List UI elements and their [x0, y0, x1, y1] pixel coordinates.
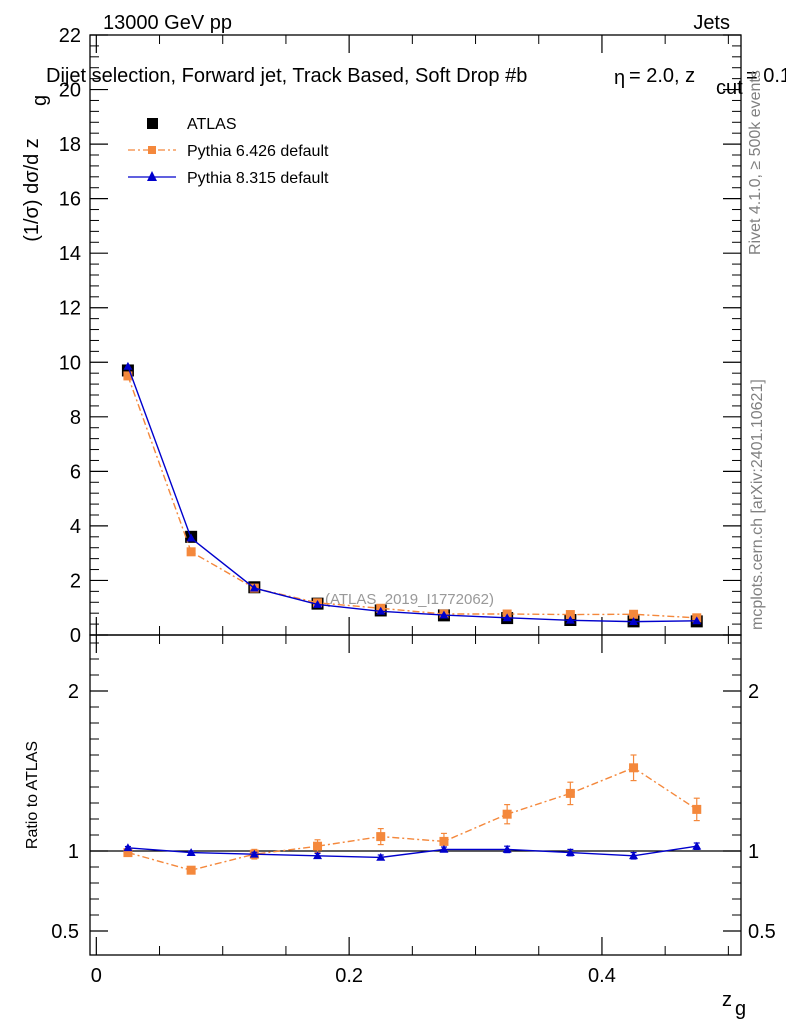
xtick-label: 0.4: [588, 965, 616, 987]
legend-entry-atlas: ATLAS: [147, 116, 237, 133]
main-y-axis: 0 2 4 6 8 10 12 14 16 18 20 22: [59, 25, 741, 647]
data-point-pythia8: [123, 361, 133, 370]
main-ylabel-sub: g: [29, 95, 51, 106]
ratio-point-pythia6: [439, 836, 449, 846]
main-ytick-label: 6: [70, 461, 81, 483]
ratio-ylabel: Ratio to ATLAS: [24, 741, 41, 849]
ratio-point-pythia8: [439, 844, 449, 853]
main-ytick-label: 16: [59, 189, 81, 211]
title-suffix: = 2.0, z: [629, 65, 695, 87]
ratio-point-pythia8: [376, 852, 386, 861]
legend-label-atlas: ATLAS: [187, 116, 237, 133]
main-ytick-label: 14: [59, 243, 81, 265]
main-ytick-label: 4: [70, 516, 81, 538]
main-ytick-label: 22: [59, 25, 81, 47]
ratio-point-pythia6: [186, 865, 196, 875]
data-point-pythia8: [376, 606, 386, 615]
ratio-ytick-label-right: 1: [748, 841, 759, 863]
ratio-point-pythia8: [565, 848, 575, 856]
title-eta: η: [614, 67, 625, 89]
xtick-label: 0: [91, 965, 102, 987]
mcplots-label: mcplots.cern.ch [arXiv:2401.10621]: [749, 379, 766, 630]
legend-marker-pythia6: [148, 146, 156, 154]
legend-entry-pythia6: Pythia 6.426 default: [128, 143, 329, 160]
data-point-pythia6: [186, 547, 196, 557]
ratio-point-pythia6: [629, 763, 639, 773]
main-ylabel: (1/σ) dσ/d z g: [21, 95, 51, 242]
legend-marker-atlas: [147, 118, 158, 129]
main-ytick-label: 18: [59, 134, 81, 156]
main-ytick-label: 2: [70, 570, 81, 592]
ratio-point-pythia8: [692, 841, 702, 850]
ratio-point-pythia6: [313, 841, 323, 851]
main-ylabel-text: (1/σ) dσ/d z: [21, 138, 43, 242]
ratio-point-pythia6: [376, 832, 386, 842]
ratio-ytick-label: 1: [68, 841, 79, 863]
xtick-label: 0.2: [335, 965, 363, 987]
ratio-point-pythia8: [629, 851, 639, 860]
ratio-series-layer: [123, 754, 702, 875]
main-ytick-label: 10: [59, 352, 81, 374]
ratio-line-pythia6: [127, 767, 698, 871]
legend-marker-pythia8: [147, 171, 157, 181]
x-axis-label-sub: g: [735, 998, 746, 1020]
ratio-y-axis: 0.5 0.5 1 1 2 2: [51, 642, 776, 943]
process-label: Jets: [693, 12, 730, 34]
ratio-line-pythia8: [127, 845, 697, 859]
data-point-pythia6: [629, 609, 639, 619]
ratio-ytick-label-right: 2: [748, 681, 759, 703]
legend-label-pythia6: Pythia 6.426 default: [187, 143, 329, 160]
ratio-point-pythia6: [692, 804, 702, 814]
ratio-point-pythia8: [186, 848, 196, 856]
title-main: Dijet selection, Forward jet, Track Base…: [46, 65, 527, 87]
title-sub: cut: [716, 77, 743, 99]
ratio-point-pythia8: [502, 844, 512, 853]
data-point-pythia8: [502, 613, 512, 622]
title-tail: = 0.1: [746, 65, 786, 87]
data-point-pythia8: [629, 617, 639, 626]
data-point-pythia8: [313, 599, 323, 608]
data-point-pythia8: [249, 583, 259, 592]
data-point-pythia8: [565, 615, 575, 624]
data-point-pythia6: [565, 610, 575, 620]
main-ytick-label: 20: [59, 80, 81, 102]
x-axis: 0 0.2 0.4: [91, 35, 729, 987]
data-point-pythia8: [439, 610, 449, 619]
x-axis-label: z g: [722, 989, 746, 1020]
rivet-label: Rivet 4.1.0, ≥ 500k events: [747, 70, 764, 255]
data-point-pythia8: [186, 533, 196, 542]
main-ytick-label: 8: [70, 407, 81, 429]
legend-label-pythia8: Pythia 8.315 default: [187, 170, 329, 187]
ratio-point-pythia8: [249, 849, 259, 858]
ratio-ytick-label: 2: [68, 681, 79, 703]
legend: ATLAS Pythia 6.426 default Pythia 8.315 …: [128, 116, 329, 187]
ratio-ytick-label-right: 0.5: [748, 921, 776, 943]
ratio-point-pythia8: [313, 851, 323, 860]
energy-label: 13000 GeV pp: [103, 12, 232, 34]
ratio-panel-frame: [89, 634, 742, 956]
plot-title: Dijet selection, Forward jet, Track Base…: [46, 65, 786, 99]
main-ytick-label: 12: [59, 298, 81, 320]
x-axis-label-text: z: [722, 989, 732, 1011]
main-ytick-label: 0: [70, 625, 81, 647]
ratio-point-pythia8: [123, 843, 133, 852]
ratio-ytick-label: 0.5: [51, 921, 79, 943]
ratio-point-pythia6: [565, 788, 575, 798]
legend-entry-pythia8: Pythia 8.315 default: [128, 170, 329, 187]
ratio-point-pythia6: [123, 848, 133, 858]
series-line-pythia6: [127, 375, 697, 619]
main-series-layer: [121, 361, 703, 628]
ratio-point-pythia6: [502, 809, 512, 819]
analysis-watermark: (ATLAS_2019_I1772062): [325, 591, 494, 608]
data-point-pythia6: [123, 371, 133, 381]
data-point-pythia8: [692, 616, 702, 625]
series-line-pythia8: [127, 366, 697, 623]
